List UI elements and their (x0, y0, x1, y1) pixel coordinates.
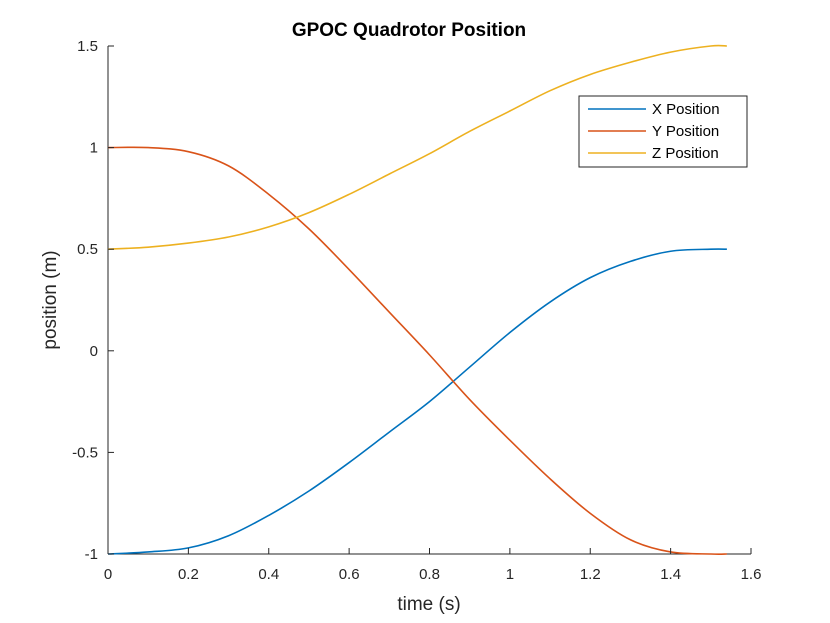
series-line-y-position (107, 146, 727, 555)
x-tick-label: 1.4 (660, 566, 681, 583)
x-tick-label: 1.2 (580, 566, 601, 583)
y-tick-label: 1.5 (77, 38, 98, 55)
y-tick-label: 1 (90, 140, 98, 157)
y-axis-label: position (m) (40, 250, 61, 349)
chart-title: GPOC Quadrotor Position (292, 20, 526, 41)
y-axis-ticks: -1 -0.5 0 0.5 1 1.5 (72, 38, 114, 563)
x-tick-label: 0.8 (419, 566, 440, 583)
y-tick-label: -1 (85, 546, 98, 563)
x-tick-label: 1 (506, 566, 514, 583)
y-tick-label: 0.5 (77, 241, 98, 258)
x-tick-label: 0.2 (178, 566, 199, 583)
series-group (107, 44, 727, 555)
legend-label-x-position: X Position (652, 101, 720, 118)
x-tick-label: 0.4 (258, 566, 279, 583)
plot-area (107, 44, 751, 555)
legend: X Position Y Position Z Position (578, 95, 748, 168)
x-tick-label: 1.6 (741, 566, 762, 583)
x-tick-label: 0.6 (339, 566, 360, 583)
series-line-z-position (107, 44, 727, 250)
legend-label-y-position: Y Position (652, 123, 719, 140)
x-axis-label: time (s) (397, 594, 460, 615)
x-tick-label: 0 (104, 566, 112, 583)
y-tick-label: 0 (90, 343, 98, 360)
legend-label-z-position: Z Position (652, 145, 719, 162)
y-tick-label: -0.5 (72, 444, 98, 461)
x-axis-ticks: 0 0.2 0.4 0.6 0.8 1 1.2 1.4 1.6 (104, 548, 762, 583)
series-line-x-position (107, 248, 727, 555)
